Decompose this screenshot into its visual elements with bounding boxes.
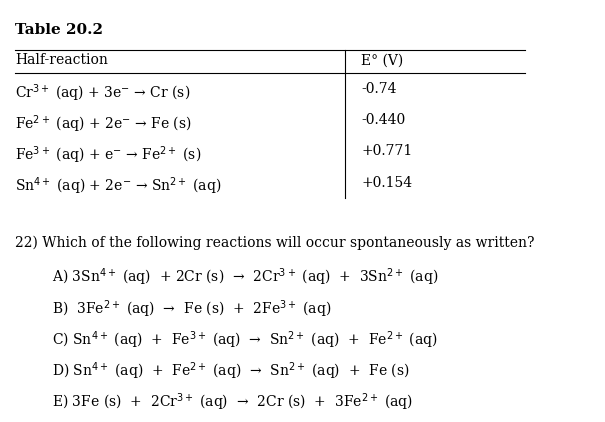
Text: Sn$^{4+}$ (aq) + 2e$^{-}$ → Sn$^{2+}$ (aq): Sn$^{4+}$ (aq) + 2e$^{-}$ → Sn$^{2+}$ (a… xyxy=(15,176,221,197)
Text: Table 20.2: Table 20.2 xyxy=(15,23,103,37)
Text: C) Sn$^{4+}$ (aq)  +  Fe$^{3+}$ (aq)  →  Sn$^{2+}$ (aq)  +  Fe$^{2+}$ (aq): C) Sn$^{4+}$ (aq) + Fe$^{3+}$ (aq) → Sn$… xyxy=(53,329,438,351)
Text: -0.74: -0.74 xyxy=(361,82,396,96)
Text: +0.154: +0.154 xyxy=(361,176,412,189)
Text: D) Sn$^{4+}$ (aq)  +  Fe$^{2+}$ (aq)  →  Sn$^{2+}$ (aq)  +  Fe (s): D) Sn$^{4+}$ (aq) + Fe$^{2+}$ (aq) → Sn$… xyxy=(53,360,410,382)
Text: E° (V): E° (V) xyxy=(361,54,404,68)
Text: 22) Which of the following reactions will occur spontaneously as written?: 22) Which of the following reactions wil… xyxy=(15,236,534,250)
Text: E) 3Fe (s)  +  2Cr$^{3+}$ (aq)  →  2Cr (s)  +  3Fe$^{2+}$ (aq): E) 3Fe (s) + 2Cr$^{3+}$ (aq) → 2Cr (s) +… xyxy=(53,392,413,413)
Text: +0.771: +0.771 xyxy=(361,144,412,159)
Text: Cr$^{3+}$ (aq) + 3e$^{-}$ → Cr (s): Cr$^{3+}$ (aq) + 3e$^{-}$ → Cr (s) xyxy=(15,82,190,104)
Text: -0.440: -0.440 xyxy=(361,113,405,127)
Text: A) 3Sn$^{4+}$ (aq)  + 2Cr (s)  →  2Cr$^{3+}$ (aq)  +  3Sn$^{2+}$ (aq): A) 3Sn$^{4+}$ (aq) + 2Cr (s) → 2Cr$^{3+}… xyxy=(53,267,439,288)
Text: Fe$^{3+}$ (aq) + e$^{-}$ → Fe$^{2+}$ (s): Fe$^{3+}$ (aq) + e$^{-}$ → Fe$^{2+}$ (s) xyxy=(15,144,201,166)
Text: B)  3Fe$^{2+}$ (aq)  →  Fe (s)  +  2Fe$^{3+}$ (aq): B) 3Fe$^{2+}$ (aq) → Fe (s) + 2Fe$^{3+}$… xyxy=(53,298,332,319)
Text: Half-reaction: Half-reaction xyxy=(15,54,108,68)
Text: Fe$^{2+}$ (aq) + 2e$^{-}$ → Fe (s): Fe$^{2+}$ (aq) + 2e$^{-}$ → Fe (s) xyxy=(15,113,191,135)
